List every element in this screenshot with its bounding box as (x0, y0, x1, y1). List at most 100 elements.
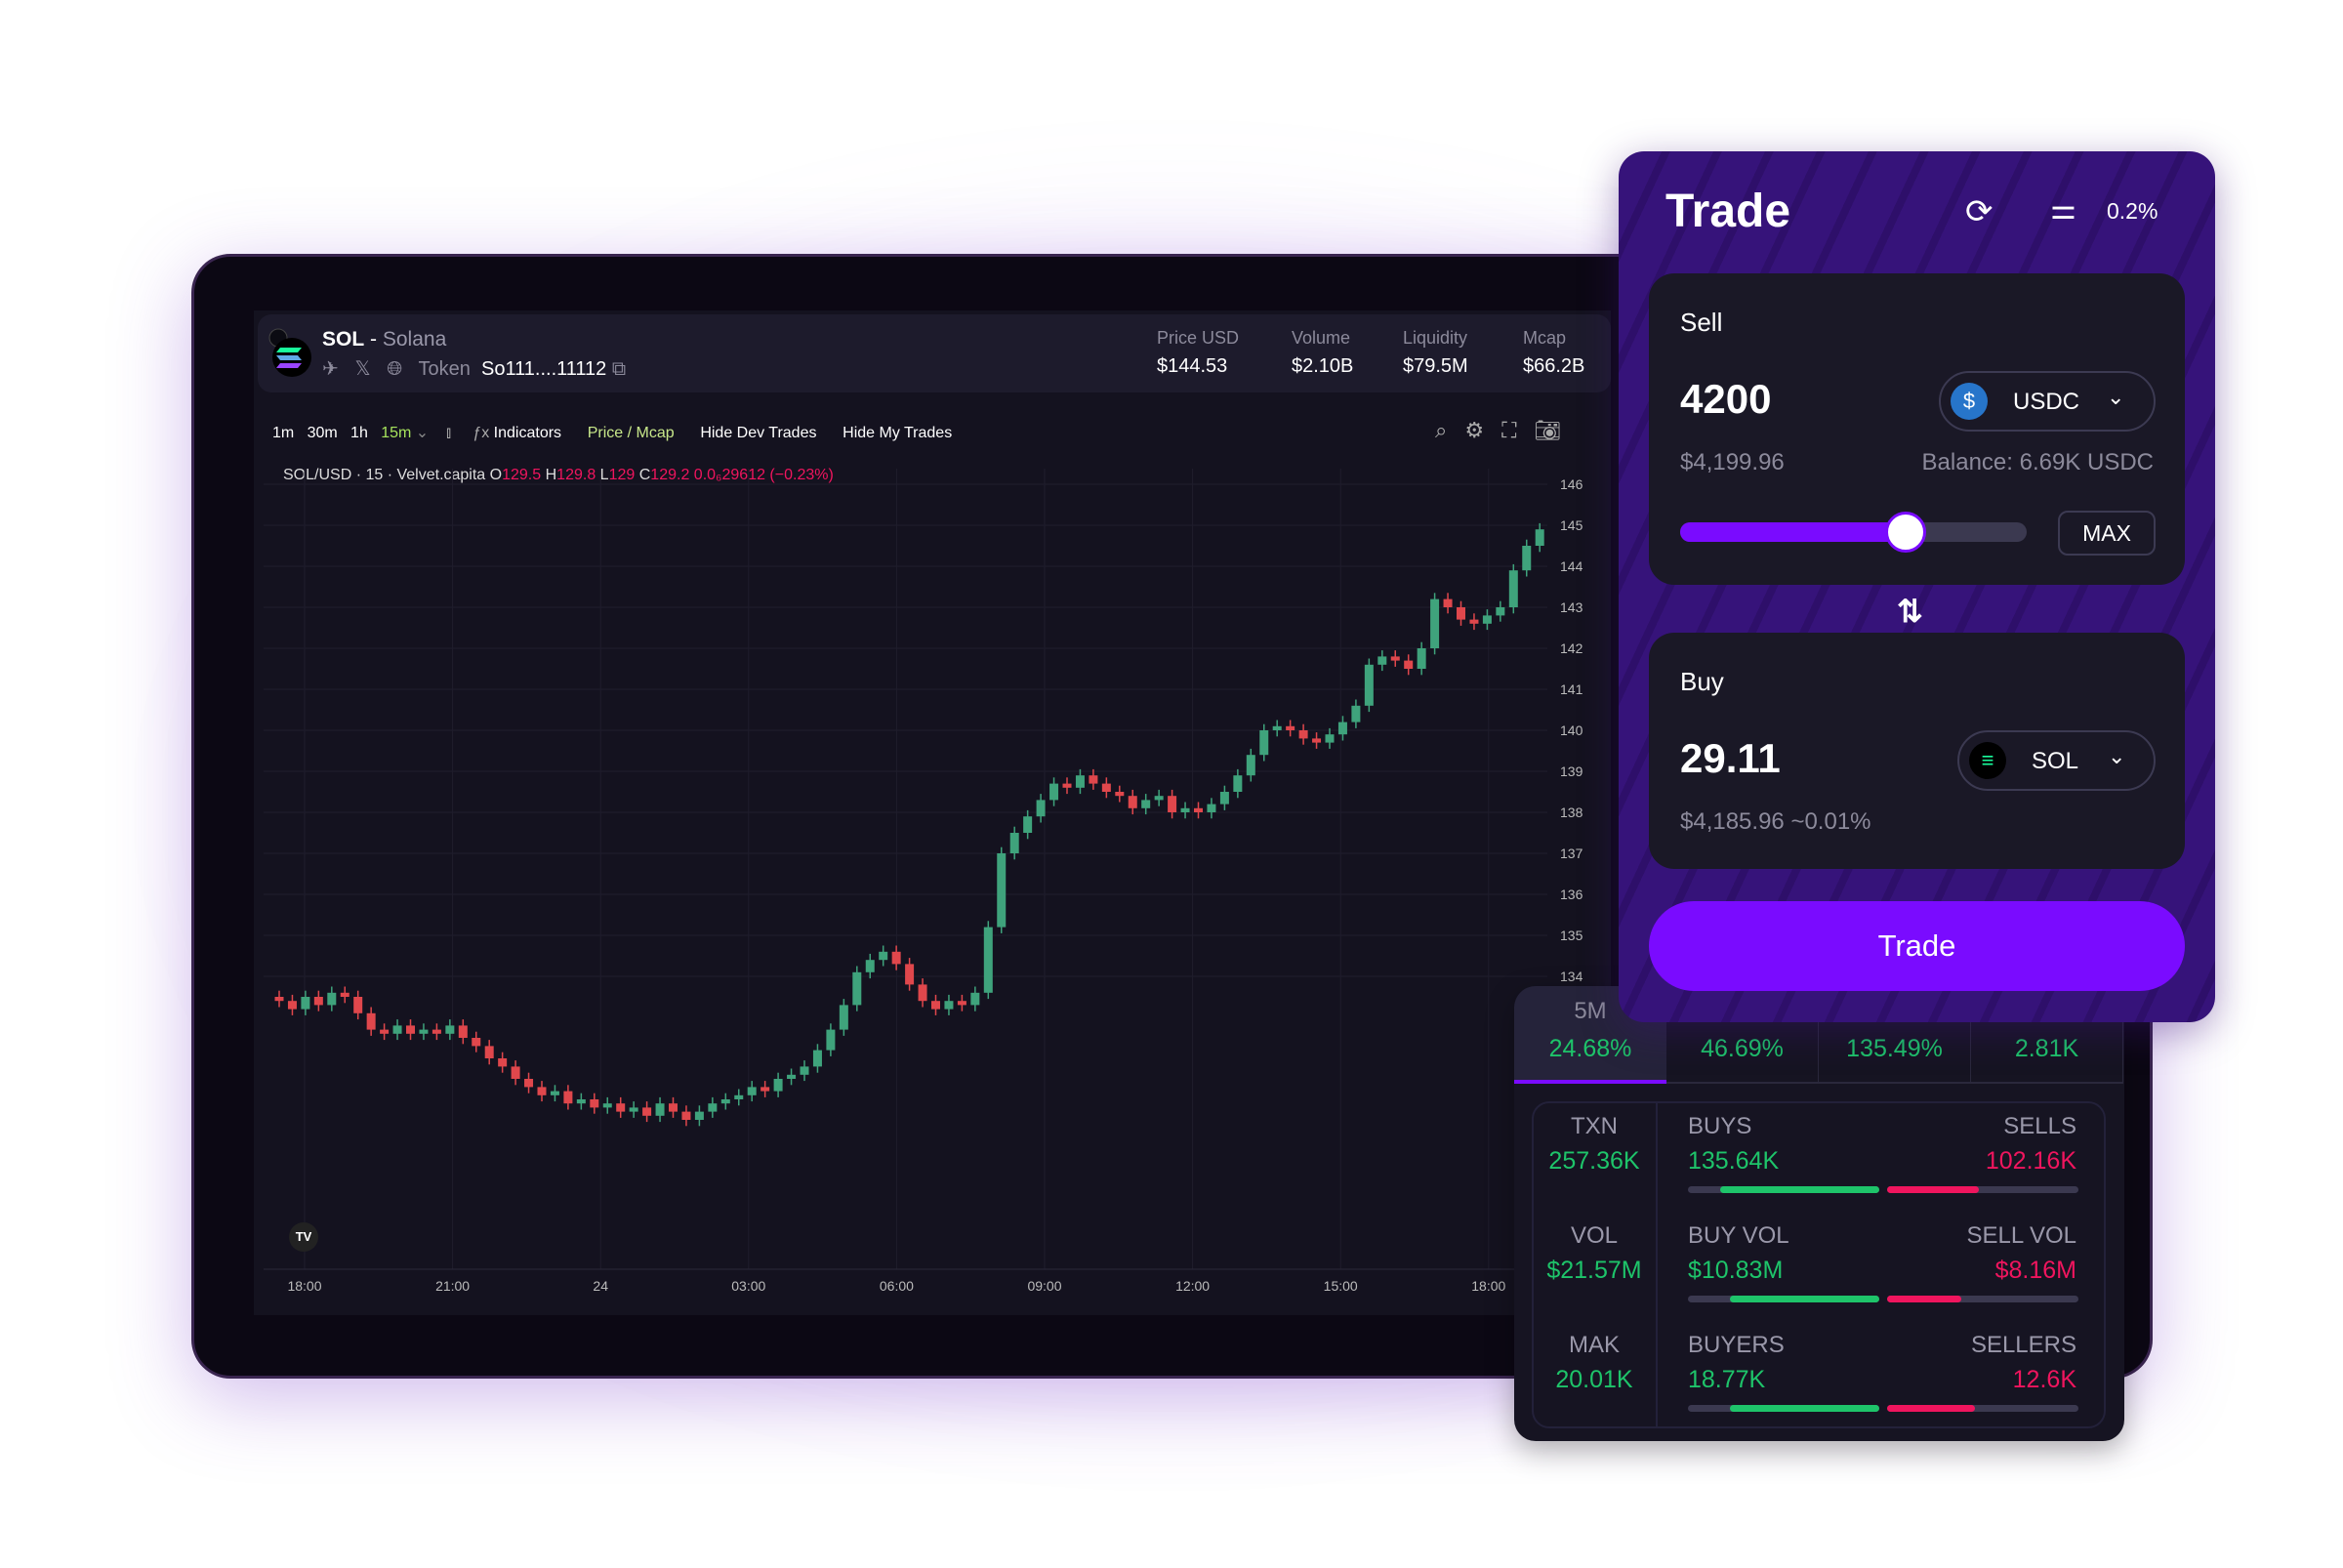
alert-icon[interactable]: ⌕ (1435, 418, 1465, 442)
candle-body (406, 1025, 415, 1034)
tradingview-logo-icon: TV (289, 1222, 318, 1252)
candle-body (970, 992, 980, 1006)
max-button[interactable]: MAX (2058, 511, 2156, 556)
x-tick-label: 18:00 (1471, 1278, 1505, 1294)
candle-body (1457, 607, 1465, 620)
candle-body (826, 1029, 836, 1051)
interval-30m[interactable]: 30m (307, 425, 338, 441)
sell-token-label: USDC (2013, 389, 2080, 415)
legend-h-label: H (545, 467, 557, 483)
candle-body (1417, 648, 1426, 669)
chart-legend: SOL/USD · 15 · Velvet.capita O129.5 H129… (283, 467, 834, 484)
sell-token-selector[interactable]: $ USDC ⌄ (1939, 371, 2156, 432)
tab-value: 2.81K (2014, 1035, 2079, 1062)
settings-icon[interactable]: ⚙︎ (1464, 418, 1502, 442)
sell-amount-input[interactable]: 4200 (1680, 376, 1772, 422)
candle-body (353, 997, 363, 1013)
buy-token-label: SOL (2032, 748, 2079, 774)
candle-body (1430, 598, 1440, 648)
hide-my-trades-button[interactable]: Hide My Trades (843, 425, 953, 441)
token-header (258, 314, 1611, 392)
y-tick-label: 141 (1560, 681, 1583, 697)
chevron-down-icon: ⌄ (2108, 744, 2126, 768)
stat-value: $144.53 (1157, 355, 1228, 377)
legend-high: 129.8 (556, 467, 596, 483)
candle-body (392, 1025, 402, 1034)
candle-body (997, 853, 1007, 928)
buy-value: 135.64K (1688, 1147, 1780, 1175)
candle-body (419, 1029, 429, 1034)
buy-card: Buy 29.11 ≡ SOL ⌄ $4,185.96 ~0.01% (1649, 633, 2185, 869)
candle-body (1141, 800, 1151, 808)
candle-body (563, 1091, 573, 1104)
trade-panel: Trade ⟳ ⚌ 0.2% Sell 4200 $ USDC ⌄ $4,199… (1619, 151, 2215, 1022)
row-label: TXN (1571, 1113, 1618, 1139)
candle-body (602, 1103, 612, 1108)
y-tick-label: 136 (1560, 887, 1583, 902)
candle-body (800, 1066, 809, 1075)
candle-body (511, 1066, 520, 1079)
buy-label: BUYS (1688, 1113, 1752, 1139)
amount-slider[interactable] (1680, 512, 2027, 553)
tab-value: 46.69% (1701, 1035, 1784, 1062)
candlestick-chart[interactable]: 18:00 21:00 24 03:00 06:00 09:00 12:00 15:00 18:… (254, 459, 1611, 1315)
slippage-value[interactable]: 0.2% (2107, 198, 2158, 224)
candle-body (432, 1029, 441, 1034)
candle-body (1207, 804, 1216, 812)
candle-body (498, 1058, 508, 1067)
tab-value: 24.68% (1548, 1035, 1632, 1062)
x-icon[interactable]: 𝕏 (354, 358, 371, 380)
stat-value: $2.10B (1292, 355, 1354, 377)
legend-close: 129.2 (650, 467, 690, 483)
fullscreen-icon[interactable]: ⛶ (1501, 418, 1535, 442)
stat-label: Mcap (1523, 328, 1567, 348)
y-tick-label: 146 (1560, 476, 1583, 492)
trade-title: Trade (1665, 186, 1791, 237)
x-tick-label: 21:00 (435, 1278, 470, 1294)
refresh-icon[interactable]: ⟳ (1965, 193, 1994, 230)
candle-body (1023, 816, 1033, 833)
swap-direction-icon[interactable]: ⇅ (1897, 594, 1923, 629)
stats-box (1532, 1101, 2106, 1428)
sell-bar (1887, 1186, 2078, 1193)
chevron-down-icon[interactable]: ⌄ (415, 425, 430, 441)
candle-body (1154, 796, 1164, 801)
candle-body (1009, 833, 1019, 853)
slippage-settings-icon[interactable]: ⚌ (2050, 193, 2076, 226)
candle-body (905, 964, 915, 985)
y-tick-label: 145 (1560, 517, 1583, 533)
x-tick-label: 06:00 (880, 1278, 914, 1294)
chevron-down-icon: ⌄ (2107, 385, 2125, 409)
candle-body (734, 1094, 744, 1099)
x-tick-label: 12:00 (1175, 1278, 1210, 1294)
candle-body (891, 951, 901, 965)
telegram-icon[interactable]: ✈ (322, 358, 339, 380)
globe-icon[interactable]: 🌐︎ (387, 358, 403, 380)
candle-type-icon[interactable]: ⫾ (445, 425, 452, 441)
candle-body (1049, 783, 1059, 801)
trade-button[interactable]: Trade (1649, 901, 2185, 991)
buy-token-selector[interactable]: ≡ SOL ⌄ (1957, 730, 2156, 791)
buy-bar (1688, 1186, 1879, 1193)
candle-body (366, 1012, 376, 1030)
tab-label: 5M (1574, 998, 1607, 1024)
y-tick-label: 143 (1560, 599, 1583, 615)
candle-body (1482, 615, 1492, 624)
indicators-button[interactable]: Indicators (493, 425, 562, 441)
interval-1h[interactable]: 1h (350, 425, 368, 441)
hide-dev-trades-button[interactable]: Hide Dev Trades (700, 425, 817, 441)
candle-body (852, 971, 862, 1006)
camera-icon[interactable]: 📷︎ (1534, 418, 1580, 442)
x-tick-label: 09:00 (1027, 1278, 1061, 1294)
row-label: MAK (1568, 1332, 1620, 1358)
legend-l-label: L (599, 467, 609, 483)
candle-body (524, 1079, 534, 1088)
interval-15m[interactable]: 15m (381, 425, 412, 441)
y-tick-label: 140 (1560, 722, 1583, 738)
stat-label: Volume (1292, 328, 1351, 348)
candle-body (1128, 796, 1137, 808)
copy-icon[interactable]: ⧉ (611, 358, 627, 380)
interval-1m[interactable]: 1m (272, 425, 295, 441)
sell-value: 12.6K (2012, 1366, 2076, 1393)
price-mcap-toggle[interactable]: Price / Mcap (587, 425, 675, 441)
